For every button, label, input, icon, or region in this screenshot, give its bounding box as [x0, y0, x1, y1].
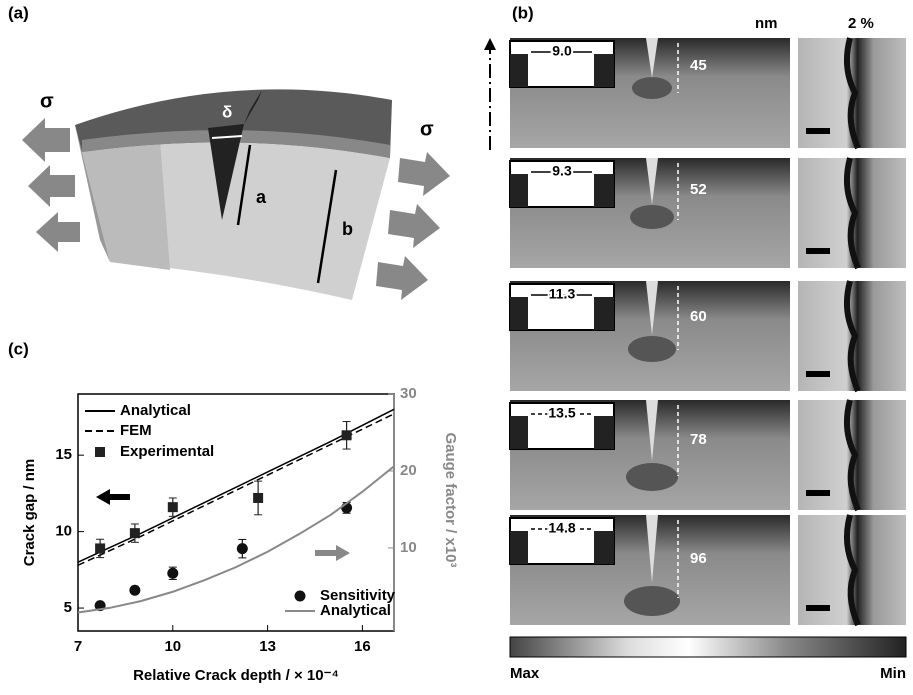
x-axis-title: Relative Crack depth / × 10⁻⁴: [133, 667, 339, 684]
y-tick-label: 5: [64, 599, 72, 616]
sigma-label: σ: [420, 118, 434, 140]
inset-side: [510, 416, 528, 449]
panel-label: (a): [8, 3, 29, 22]
inset-side: [594, 297, 614, 330]
inset-side: [510, 531, 528, 564]
colorbar-min: Min: [880, 665, 906, 682]
inset-side: [594, 54, 614, 87]
y2-tick-label: 20: [400, 462, 417, 479]
thickness-label: b: [342, 219, 353, 239]
legend-swatch: [295, 591, 306, 602]
header-nm: nm: [755, 15, 778, 32]
panel-b: (b) nm 2 % Max Min 9.0 45 9.3 52 11.3 60 13.5 7…: [484, 3, 906, 681]
colorbar-max: Max: [510, 665, 540, 682]
depth-label: 78: [690, 431, 707, 448]
data-point: [95, 543, 105, 553]
x-tick-label: 13: [259, 638, 276, 655]
y2-tick-label: 30: [400, 385, 417, 402]
data-point: [342, 430, 352, 440]
y-tick-label: 10: [55, 523, 72, 540]
legend-label: Analytical: [320, 602, 391, 619]
scale-bar: [806, 128, 830, 134]
x-tick-label: 10: [164, 638, 181, 655]
scale-bar: [806, 605, 830, 611]
legend-label: FEM: [120, 422, 152, 439]
inset-side: [510, 297, 528, 330]
inset-side: [594, 531, 614, 564]
delta-label: δ: [222, 102, 232, 121]
data-point: [167, 568, 178, 579]
progress-arrow-head: [484, 38, 496, 50]
panel-label: (b): [512, 3, 534, 22]
header-strain: 2 %: [848, 15, 874, 32]
y2-axis-title: Gauge factor / x10³: [442, 432, 459, 567]
legend-label: Analytical: [120, 402, 191, 419]
legend-label: Experimental: [120, 443, 214, 460]
colorbar: [510, 637, 906, 657]
y2-tick-label: 10: [400, 539, 417, 556]
data-point: [129, 585, 140, 596]
strain-spot: [630, 205, 674, 229]
depth-label: 96: [690, 550, 707, 567]
sigma-label: σ: [40, 90, 54, 112]
strain-spot: [628, 336, 676, 362]
gap-label: 9.0: [552, 43, 572, 59]
inset-side: [594, 174, 614, 207]
inset-side: [594, 416, 614, 449]
depth-label: 60: [690, 308, 707, 325]
gap-label: 11.3: [549, 286, 576, 302]
panel-label: (c): [8, 339, 29, 358]
scale-bar: [806, 248, 830, 254]
gap-label: 14.8: [548, 520, 575, 536]
strain-spot: [626, 463, 678, 491]
data-point: [168, 502, 178, 512]
strain-spot: [632, 77, 672, 99]
y-tick-label: 15: [55, 446, 72, 463]
scale-bar: [806, 490, 830, 496]
depth-label: 45: [690, 57, 707, 74]
figure: (a) σ σ δ a b (b) nm 2 % Max Min: [0, 0, 913, 690]
gap-label: 9.3: [552, 163, 572, 179]
depth-label: a: [256, 187, 267, 207]
inset-side: [510, 54, 528, 87]
legend-swatch: [95, 447, 105, 457]
data-point: [130, 528, 140, 538]
data-point: [237, 543, 248, 554]
panel-a: (a) σ σ δ a b: [8, 3, 450, 300]
scale-bar: [806, 371, 830, 377]
x-tick-label: 16: [354, 638, 371, 655]
inset-side: [510, 174, 528, 207]
data-point: [253, 493, 263, 503]
panel-c: (c) 7 10 13 16 5 10 15 10 20 30 Relative Crack dep…: [8, 339, 459, 683]
right-axis-arrow: [315, 545, 350, 561]
left-axis-arrow: [96, 489, 130, 505]
gap-label: 13.5: [548, 405, 575, 421]
depth-label: 52: [690, 181, 707, 198]
x-tick-label: 7: [74, 638, 82, 655]
y-axis-title: Crack gap / nm: [21, 459, 38, 567]
strain-spot: [624, 586, 680, 616]
